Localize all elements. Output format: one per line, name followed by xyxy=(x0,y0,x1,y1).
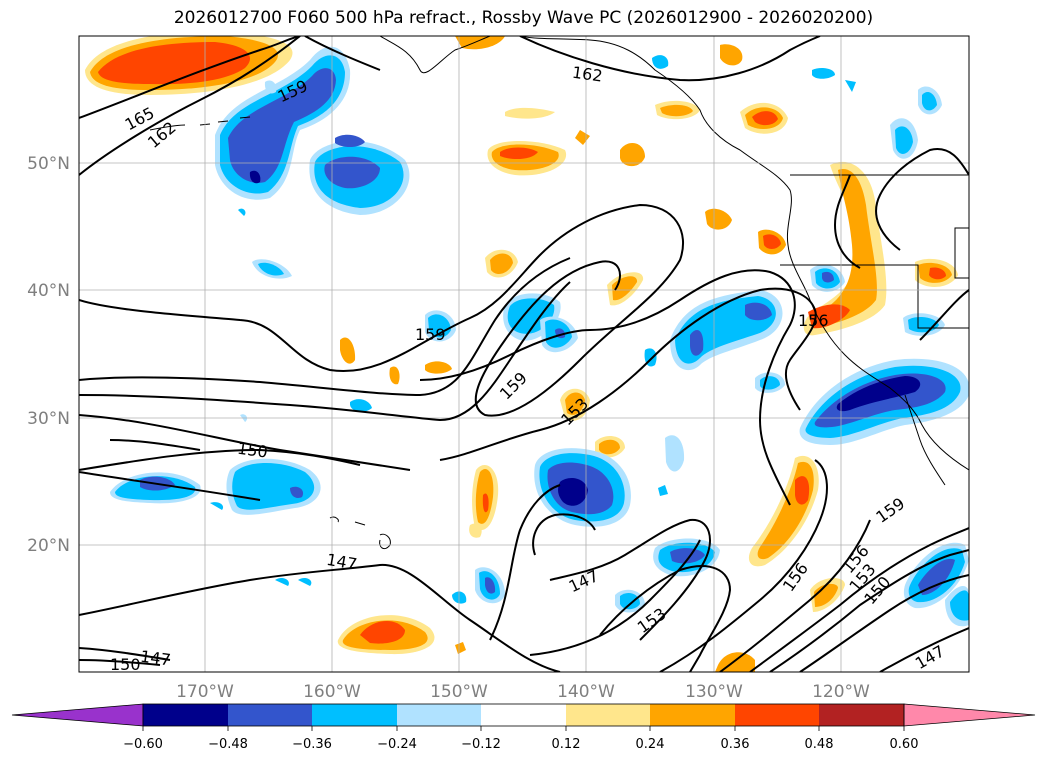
longitude-labels: 170°W 160°W 150°W 140°W 130°W 120°W xyxy=(176,682,870,702)
colorbar-tick-label: 0.12 xyxy=(552,737,581,752)
lon-label-150w: 150°W xyxy=(430,682,488,702)
lat-label-20n: 20°N xyxy=(27,536,70,556)
contour-label: 162 xyxy=(571,63,604,86)
colorbar-swatch xyxy=(481,704,566,726)
colorbar-swatch xyxy=(143,704,228,726)
lon-label-130w: 130°W xyxy=(685,682,743,702)
colorbar-swatch xyxy=(228,704,312,726)
lon-label-140w: 140°W xyxy=(557,682,615,702)
lon-label-170w: 170°W xyxy=(176,682,234,702)
colorbar-min-extend xyxy=(11,703,144,727)
negative-anomaly-shading xyxy=(110,46,969,627)
contour-label: 159 xyxy=(415,325,446,344)
colorbar-tick-label: −0.60 xyxy=(123,737,163,752)
colorbar: −0.60 −0.48 −0.36 −0.24 −0.12 0.12 0.24 … xyxy=(11,703,1036,752)
positive-anomaly-shading xyxy=(85,36,958,672)
contour-label: 150 xyxy=(236,439,269,462)
map-frame xyxy=(78,35,970,673)
colorbar-swatch xyxy=(397,704,481,726)
lon-label-160w: 160°W xyxy=(303,682,361,702)
colorbar-tick-label: −0.24 xyxy=(377,737,417,752)
contour-label: 150 xyxy=(110,655,141,674)
colorbar-max-extend xyxy=(903,703,1036,727)
refractivity-contours xyxy=(79,36,969,672)
contour-label: 147 xyxy=(139,647,172,670)
gridlines xyxy=(79,36,969,672)
colorbar-swatch xyxy=(819,704,904,726)
colorbar-tick-label: −0.48 xyxy=(208,737,248,752)
colorbar-tick-label: 0.36 xyxy=(721,737,750,752)
lon-label-120w: 120°W xyxy=(812,682,870,702)
lat-label-40n: 40°N xyxy=(27,281,70,301)
lat-label-30n: 30°N xyxy=(27,409,70,429)
colorbar-swatch xyxy=(650,704,735,726)
map-content: 165 162 159 162 159 159 156 153 150 147 … xyxy=(79,36,969,674)
colorbar-swatch xyxy=(735,704,819,726)
contour-label: 156 xyxy=(798,311,829,330)
map-title: 2026012700 F060 500 hPa refract., Rossby… xyxy=(173,8,874,28)
colorbar-tick-label: 0.60 xyxy=(890,737,919,752)
colorbar-swatch xyxy=(312,704,397,726)
colorbar-tick-label: −0.12 xyxy=(461,737,501,752)
coastlines xyxy=(149,36,969,550)
lat-label-50n: 50°N xyxy=(27,154,70,174)
colorbar-tick-label: −0.36 xyxy=(292,737,332,752)
colorbar-swatch xyxy=(566,704,650,726)
latitude-labels: 50°N 40°N 30°N 20°N xyxy=(27,154,70,556)
colorbar-tick-label: 0.24 xyxy=(636,737,665,752)
colorbar-tick-label: 0.48 xyxy=(805,737,834,752)
